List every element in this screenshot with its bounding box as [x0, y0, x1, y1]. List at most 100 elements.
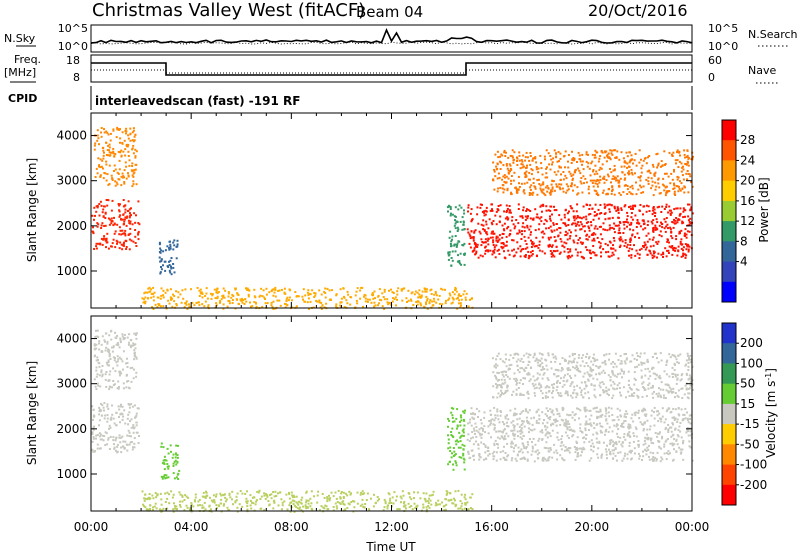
- velocity-cell: [505, 370, 508, 373]
- velocity-cell: [383, 498, 386, 501]
- velocity-cell: [616, 384, 619, 387]
- power-cell: [495, 223, 498, 226]
- velocity-cell: [244, 492, 247, 495]
- power-cell: [112, 224, 115, 227]
- velocity-cell: [677, 435, 680, 438]
- power-cell: [110, 217, 113, 220]
- velocity-cell: [576, 392, 579, 395]
- velocity-cell: [547, 417, 550, 419]
- power-cell: [541, 183, 544, 186]
- power-cell: [117, 203, 120, 205]
- velocity-cell: [501, 373, 504, 376]
- velocity-cell: [642, 429, 645, 432]
- velocity-cell: [627, 384, 630, 386]
- velocity-cell: [373, 493, 375, 496]
- power-cell: [626, 225, 628, 228]
- power-cell: [601, 151, 604, 154]
- power-cell: [485, 206, 488, 209]
- velocity-cell: [184, 494, 187, 497]
- power-cell: [274, 286, 277, 289]
- power-cell: [635, 164, 638, 167]
- power-cell: [449, 214, 452, 217]
- power-cell: [309, 300, 312, 303]
- velocity-cell: [120, 446, 123, 449]
- velocity-cell: [480, 436, 483, 439]
- velocity-cell: [101, 350, 104, 353]
- velocity-cell: [181, 494, 184, 497]
- power-cell: [572, 215, 575, 218]
- velocity-cell: [689, 417, 691, 420]
- velocity-cell: [205, 490, 207, 493]
- velocity-cell: [521, 437, 524, 440]
- velocity-cell: [627, 426, 630, 429]
- velocity-cell: [493, 424, 496, 427]
- velocity-cell: [622, 422, 625, 425]
- velocity-cell: [659, 394, 662, 397]
- power-colorbar-segment: [722, 160, 736, 182]
- velocity-cell: [545, 391, 548, 394]
- power-cell: [595, 170, 598, 173]
- power-cell: [457, 254, 459, 257]
- power-cell: [507, 169, 510, 172]
- power-cell: [128, 164, 131, 167]
- velocity-cell: [542, 456, 545, 459]
- velocity-region-6: [141, 489, 474, 513]
- power-cell: [614, 156, 617, 159]
- velocity-cell: [572, 361, 575, 364]
- velocity-cell: [112, 346, 115, 349]
- velocity-cell: [515, 360, 518, 363]
- power-cell: [560, 240, 563, 243]
- power-cell: [173, 300, 176, 303]
- velocity-cell: [524, 408, 527, 411]
- velocity-cell: [113, 359, 116, 362]
- power-cell: [291, 299, 293, 302]
- power-cell: [684, 163, 687, 165]
- velocity-cell: [575, 366, 578, 368]
- velocity-cell: [175, 476, 178, 479]
- velocity-cell: [519, 432, 522, 435]
- power-cell: [227, 292, 230, 295]
- velocity-cell: [198, 498, 201, 501]
- velocity-cell: [116, 364, 119, 367]
- velocity-cell: [452, 463, 454, 466]
- power-cell: [253, 301, 256, 303]
- velocity-cell: [551, 429, 554, 432]
- power-cell: [96, 134, 99, 137]
- power-cell: [660, 235, 663, 238]
- power-cell: [549, 225, 552, 228]
- velocity-cell: [116, 450, 119, 453]
- power-cell: [222, 296, 225, 299]
- velocity-cell: [646, 360, 649, 363]
- velocity-cell: [525, 409, 528, 412]
- velocity-cell: [651, 368, 654, 370]
- power-cell: [152, 286, 155, 289]
- power-cell: [104, 238, 107, 241]
- velocity-cell: [579, 427, 582, 430]
- power-cell: [451, 250, 454, 253]
- velocity-cell: [573, 419, 576, 422]
- power-cell: [596, 183, 599, 186]
- velocity-cell: [210, 499, 213, 502]
- power-cell: [571, 223, 573, 226]
- power-colorbar-tick-label: 16: [740, 194, 755, 208]
- velocity-cell: [550, 360, 553, 363]
- velocity-cell: [689, 446, 692, 449]
- power-cell: [216, 295, 219, 298]
- velocity-cell: [546, 431, 549, 434]
- power-cell: [547, 245, 550, 248]
- velocity-cell: [536, 361, 539, 364]
- power-cell: [613, 206, 616, 209]
- power-cell: [610, 181, 612, 184]
- velocity-cell: [461, 429, 464, 432]
- velocity-cell: [598, 442, 601, 444]
- velocity-cell: [640, 376, 643, 379]
- power-cell: [610, 254, 613, 257]
- velocity-cell: [457, 440, 460, 443]
- power-cell: [679, 242, 682, 245]
- velocity-cell: [93, 344, 96, 347]
- power-cell: [469, 298, 471, 301]
- velocity-cell: [633, 377, 636, 380]
- power-cell: [660, 253, 663, 256]
- power-cell: [503, 174, 506, 177]
- velocity-cell: [493, 428, 496, 431]
